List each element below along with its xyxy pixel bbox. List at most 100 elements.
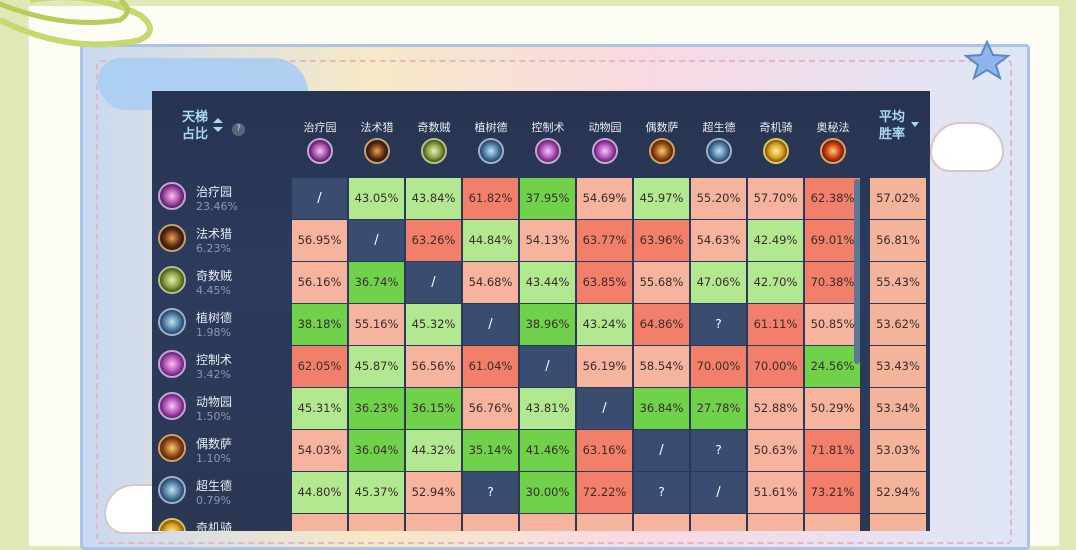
rogue-icon (421, 138, 447, 164)
column-header[interactable]: 控制术 (520, 119, 576, 164)
matchup-cell: 43.84% (406, 178, 461, 219)
column-header[interactable]: 偶数萨 (634, 119, 690, 164)
row-header[interactable]: 治疗园 23.46% (156, 178, 286, 218)
matchup-cell: 45.37% (349, 472, 404, 513)
matchup-cell: 64.86% (634, 304, 689, 345)
row-header[interactable]: 控制术 3.42% (156, 346, 286, 386)
matchup-cell (748, 514, 803, 531)
matchup-cell: 54.03% (292, 430, 347, 471)
priest-icon (158, 182, 186, 210)
matchup-cell: 43.05% (349, 178, 404, 219)
row-header[interactable]: 动物园 1.50% (156, 388, 286, 428)
matchup-cell (634, 514, 689, 531)
matchup-cell: 55.20% (691, 178, 746, 219)
column-header[interactable]: 动物园 (577, 119, 633, 164)
column-header-label: 奇机骑 (759, 121, 793, 134)
paladin-icon (763, 138, 789, 164)
row-ladder-share: 1.10% (196, 452, 231, 465)
column-header[interactable]: 超生德 (691, 119, 747, 164)
warlock-icon (535, 138, 561, 164)
row-deck-name: 控制术 (196, 353, 233, 367)
column-header[interactable]: 奇数贼 (406, 119, 462, 164)
matchup-cell: 50.29% (805, 388, 860, 429)
matchup-cell: 62.38% (805, 178, 860, 219)
matchup-cell: 43.44% (520, 262, 575, 303)
sort-desc-icon[interactable] (911, 122, 919, 127)
row-ladder-share: 1.50% (196, 410, 231, 423)
star-decoration (963, 40, 1011, 80)
matchup-cell: 58.54% (634, 346, 689, 387)
avg-winrate-header[interactable]: 平均 胜率 (879, 110, 906, 142)
matchup-cell: / (519, 345, 576, 388)
row-header[interactable]: 奇数贼 4.45% (156, 262, 286, 302)
matchup-cell (577, 514, 632, 531)
column-header[interactable]: 奥秘法 (805, 119, 861, 164)
matchup-cell: 24.56% (805, 346, 860, 387)
column-header[interactable]: 法术猎 (349, 119, 405, 164)
matchup-cell: 50.85% (805, 304, 860, 345)
row-header[interactable]: 植树德 1.98% (156, 304, 286, 344)
row-ladder-share: 6.23% (196, 242, 231, 255)
column-header[interactable]: 治疗园 (292, 119, 348, 164)
druid-icon (478, 138, 504, 164)
row-deck-name: 法术猎 (196, 227, 233, 241)
matchup-cell: 54.13% (520, 220, 575, 261)
matchup-cell: 47.06% (691, 262, 746, 303)
matchup-cell: 62.05% (292, 346, 347, 387)
column-header[interactable]: 奇机骑 (748, 119, 804, 164)
hunter-icon (158, 224, 186, 252)
druid-icon (706, 138, 732, 164)
matchup-cell: ? (462, 471, 519, 514)
matchup-cell (520, 514, 575, 531)
vertical-scrollbar[interactable] (854, 179, 860, 364)
column-header-label: 偶数萨 (645, 121, 679, 134)
column-header[interactable]: 植树德 (463, 119, 519, 164)
matchup-cell: 71.81% (805, 430, 860, 471)
matchup-cell: 45.87% (349, 346, 404, 387)
row-deck-name: 治疗园 (196, 185, 233, 199)
matchup-cell: 56.19% (577, 346, 632, 387)
column-header-label: 植树德 (474, 121, 508, 134)
row-header[interactable]: 偶数萨 1.10% (156, 430, 286, 470)
help-icon[interactable]: ? (232, 123, 245, 136)
priest-icon (307, 138, 333, 164)
row-deck-name: 动物园 (196, 395, 233, 409)
row-header[interactable]: 超生德 0.79% (156, 472, 286, 512)
matchup-cell (805, 514, 860, 531)
matchup-cell: 55.16% (349, 304, 404, 345)
warlock-icon (158, 350, 186, 378)
row-deck-name: 奇机骑 (196, 521, 233, 531)
matchup-cell (292, 514, 347, 531)
ghost-decoration (930, 122, 1004, 172)
matchup-cell: 43.81% (520, 388, 575, 429)
winrate-table-panel: 天梯 占比 ? 治疗园 法术猎 奇数贼 植树德 控制术 动物园 偶数萨 超生德 奇机骑 奥秘法 平… (152, 91, 930, 531)
matchup-cell: ? (690, 303, 747, 346)
matchup-cell: ? (690, 429, 747, 472)
matchup-cell: 63.85% (577, 262, 632, 303)
matchup-cell: 57.70% (748, 178, 803, 219)
row-header[interactable]: 法术猎 6.23% (156, 220, 286, 260)
matchup-cell: 36.15% (406, 388, 461, 429)
row-ladder-share: 23.46% (196, 200, 238, 213)
average-winrate-cell: 53.03% (870, 430, 926, 471)
matchup-cell: 54.63% (691, 220, 746, 261)
column-header-label: 动物园 (588, 121, 622, 134)
row-ladder-share: 4.45% (196, 284, 231, 297)
matchup-cell: 56.56% (406, 346, 461, 387)
average-winrate-cell: 57.02% (870, 178, 926, 219)
matchup-cell (406, 514, 461, 531)
matchup-cell: 61.04% (463, 346, 518, 387)
ladder-share-header[interactable]: 天梯 占比 (182, 110, 209, 142)
paladin-icon (158, 518, 186, 531)
sort-icon[interactable] (213, 118, 223, 132)
warlock-icon (158, 392, 186, 420)
matchup-cell: 70.00% (691, 346, 746, 387)
matchup-cell: 52.94% (406, 472, 461, 513)
matchup-cell: 70.38% (805, 262, 860, 303)
matchup-cell: 41.46% (520, 430, 575, 471)
row-ladder-share: 1.98% (196, 326, 231, 339)
average-winrate-cell: 52.94% (870, 472, 926, 513)
average-winrate-cell (870, 514, 926, 531)
row-header[interactable]: 奇机骑 (156, 514, 286, 531)
matchup-cell: 56.76% (463, 388, 518, 429)
